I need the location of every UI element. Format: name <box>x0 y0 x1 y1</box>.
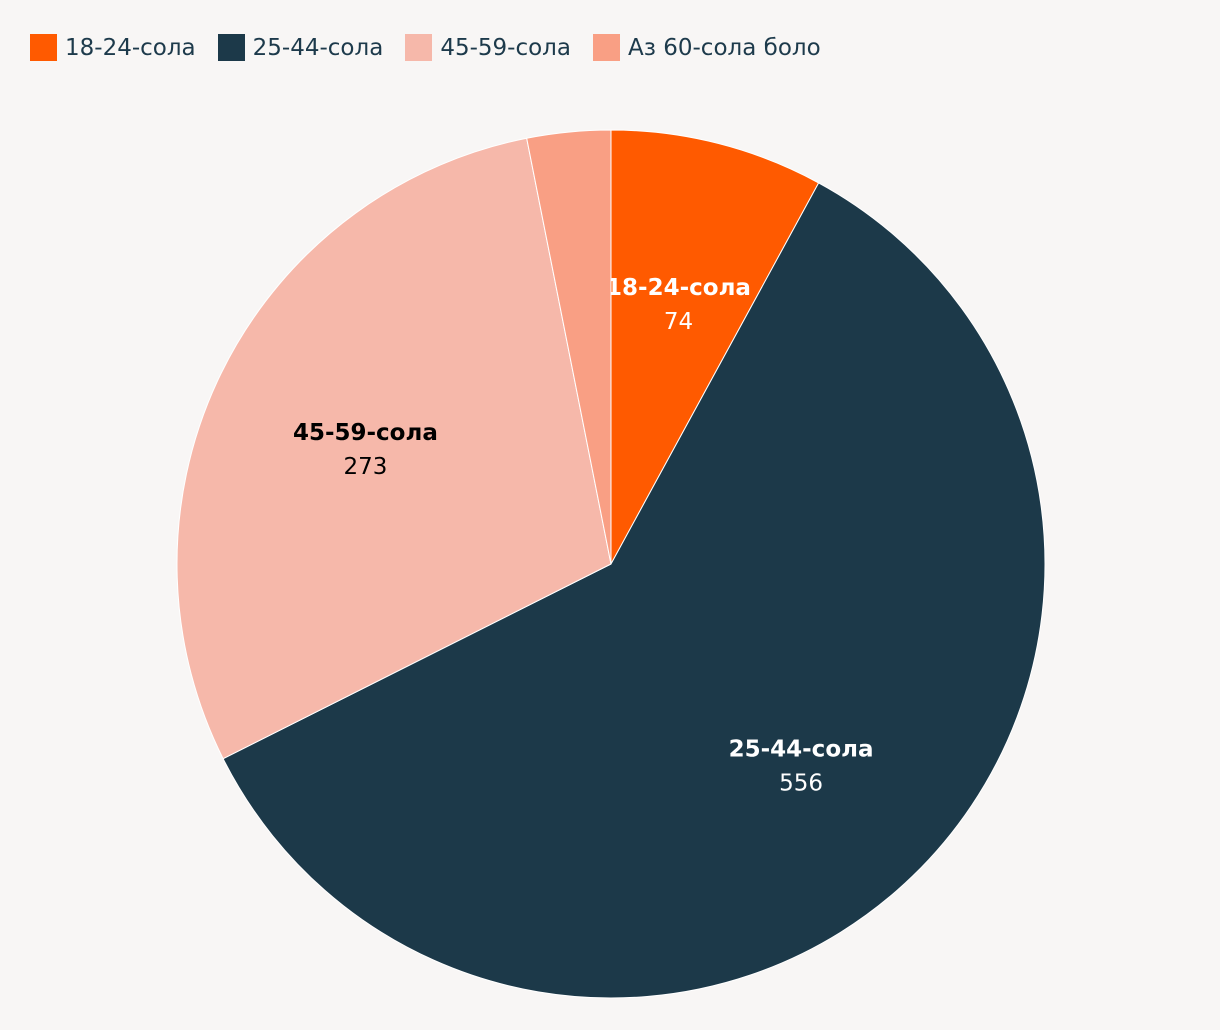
legend-swatch <box>592 34 620 61</box>
pie-slice[interactable] <box>526 129 612 565</box>
pie-slice[interactable] <box>222 182 1046 999</box>
pie-slice[interactable] <box>610 129 820 565</box>
legend-swatch <box>217 34 245 61</box>
legend-swatch <box>30 34 57 61</box>
pie-slice[interactable] <box>176 137 612 760</box>
legend-label: 45-59-сола <box>440 34 571 61</box>
slice-label: 18-24-сола <box>606 275 751 301</box>
legend-item[interactable]: 18-24-сола <box>30 34 196 61</box>
slice-value-label: 556 <box>779 771 823 797</box>
legend-label: Аз 60-сола боло <box>627 34 821 61</box>
slice-value-label: 74 <box>664 309 693 335</box>
slice-value-label: 273 <box>343 454 387 480</box>
legend-label: 18-24-сола <box>65 34 196 61</box>
slice-label: 25-44-сола <box>729 737 874 763</box>
legend-swatch <box>405 34 433 61</box>
chart-legend: 18-24-сола 25-44-сола 45-59-сола Аз 60-сола… <box>30 34 821 61</box>
legend-item[interactable]: 45-59-сола <box>405 34 571 61</box>
legend-item[interactable]: Аз 60-сола боло <box>592 34 821 61</box>
legend-label: 25-44-сола <box>252 34 384 61</box>
legend-item[interactable]: 25-44-сола <box>217 34 384 61</box>
slice-label: 45-59-сола <box>293 420 438 446</box>
